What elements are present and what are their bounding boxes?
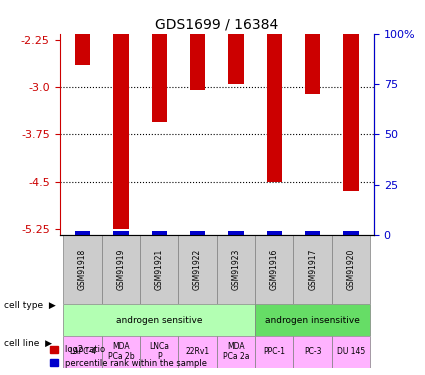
Text: cell line  ▶: cell line ▶	[4, 339, 52, 348]
Bar	[152, 34, 167, 122]
Bar	[266, 34, 282, 182]
Bar	[75, 231, 90, 234]
FancyBboxPatch shape	[255, 336, 293, 368]
FancyBboxPatch shape	[140, 336, 178, 368]
Legend: log2 ratio, percentile rank within the sample: log2 ratio, percentile rank within the s…	[47, 342, 210, 371]
Bar	[113, 34, 128, 229]
FancyBboxPatch shape	[102, 336, 140, 368]
FancyBboxPatch shape	[332, 235, 370, 304]
FancyBboxPatch shape	[63, 336, 102, 368]
FancyBboxPatch shape	[255, 304, 370, 336]
Bar	[113, 231, 128, 234]
Bar	[75, 34, 90, 65]
Text: GSM91916: GSM91916	[270, 249, 279, 290]
Bar	[228, 34, 244, 84]
Text: cell type  ▶: cell type ▶	[4, 301, 56, 310]
Text: PPC-1: PPC-1	[263, 347, 285, 356]
FancyBboxPatch shape	[293, 336, 332, 368]
Title: GDS1699 / 16384: GDS1699 / 16384	[155, 17, 278, 31]
Text: GSM91922: GSM91922	[193, 249, 202, 290]
Text: GSM91919: GSM91919	[116, 249, 125, 290]
Text: DU 145: DU 145	[337, 347, 365, 356]
FancyBboxPatch shape	[293, 235, 332, 304]
FancyBboxPatch shape	[63, 235, 102, 304]
FancyBboxPatch shape	[217, 336, 255, 368]
Text: MDA
PCa 2b: MDA PCa 2b	[108, 342, 134, 362]
FancyBboxPatch shape	[63, 304, 255, 336]
Bar	[343, 231, 359, 234]
FancyBboxPatch shape	[178, 235, 217, 304]
FancyBboxPatch shape	[332, 336, 370, 368]
Bar	[305, 231, 320, 234]
Text: MDA
PCa 2a: MDA PCa 2a	[223, 342, 249, 362]
Bar	[228, 231, 244, 234]
Bar	[152, 231, 167, 234]
Text: 22Rv1: 22Rv1	[185, 347, 210, 356]
FancyBboxPatch shape	[178, 336, 217, 368]
Bar	[190, 231, 205, 234]
Text: androgen insensitive: androgen insensitive	[265, 315, 360, 324]
FancyBboxPatch shape	[140, 235, 178, 304]
Text: GSM91918: GSM91918	[78, 249, 87, 290]
Text: GSM91917: GSM91917	[308, 249, 317, 290]
Bar	[305, 34, 320, 93]
Text: LAPC-4: LAPC-4	[69, 347, 96, 356]
Text: GSM91921: GSM91921	[155, 249, 164, 290]
Text: androgen sensitive: androgen sensitive	[116, 315, 202, 324]
Text: GSM91923: GSM91923	[232, 249, 241, 290]
Text: GSM91920: GSM91920	[346, 249, 355, 290]
Bar	[190, 34, 205, 90]
Bar	[343, 34, 359, 191]
Bar	[266, 231, 282, 234]
Text: LNCa
P: LNCa P	[149, 342, 169, 362]
FancyBboxPatch shape	[102, 235, 140, 304]
FancyBboxPatch shape	[217, 235, 255, 304]
FancyBboxPatch shape	[255, 235, 293, 304]
Text: PC-3: PC-3	[304, 347, 321, 356]
